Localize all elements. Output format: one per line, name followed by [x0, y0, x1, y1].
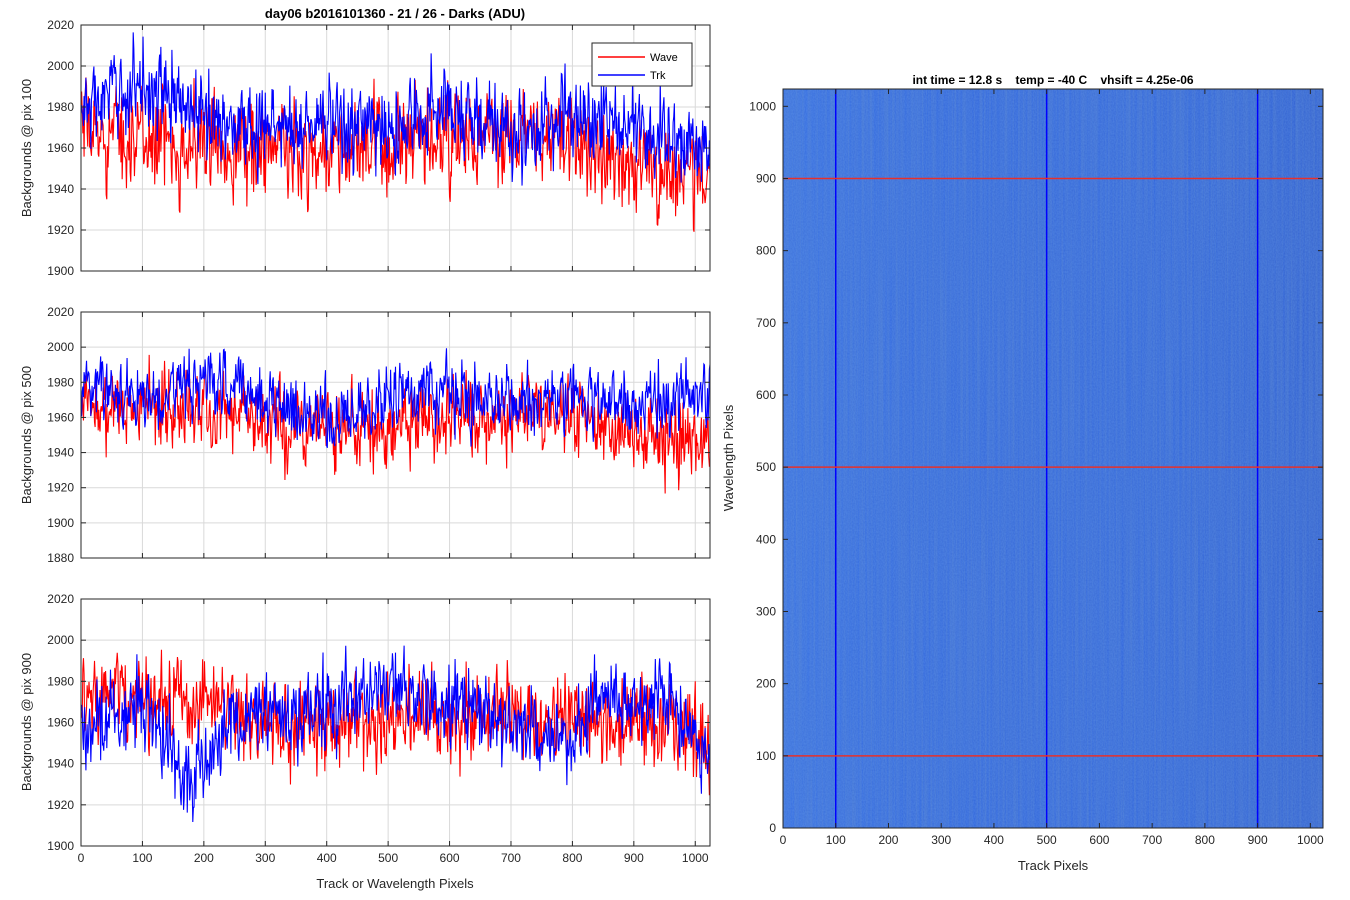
x-axis-label: Track Pixels	[1018, 858, 1089, 873]
y-axis-label: Backgrounds @ pix 100	[19, 79, 34, 217]
legend-label-wave: Wave	[650, 52, 678, 64]
y-tick-label: 2000	[47, 340, 74, 354]
y-tick-label: 1980	[47, 674, 74, 688]
axes-pix-500: 1880 1900 1920 1940 1960 1980 2000 2020 Backgro…	[19, 305, 711, 565]
series-line-trk	[81, 645, 710, 823]
y-tick-label: 600	[756, 388, 776, 402]
axes-frame	[782, 88, 1324, 829]
y-tick-label: 100	[756, 749, 776, 763]
y-tick-label: 0	[769, 821, 776, 835]
x-tick-label: 500	[1037, 833, 1057, 847]
x-tick-label: 300	[255, 851, 275, 865]
y-tick-label: 1980	[47, 100, 74, 114]
y-axis-label: Backgrounds @ pix 900	[19, 653, 34, 791]
x-tick-label: 500	[378, 851, 398, 865]
series-line-wave	[81, 354, 710, 494]
x-tick-label: 1000	[682, 851, 709, 865]
y-tick-label: 1880	[47, 551, 74, 565]
y-tick-label: 300	[756, 604, 776, 618]
x-tick-label: 800	[562, 851, 582, 865]
y-tick-label: 2020	[47, 305, 74, 319]
y-tick-label: 1920	[47, 481, 74, 495]
y-tick-label: 400	[756, 532, 776, 546]
figure-title: day06 b2016101360 - 21 / 26 - Darks (ADU…	[265, 6, 525, 21]
y-axis-label: Wavelength Pixels	[721, 404, 736, 511]
y-tick-label: 2020	[47, 592, 74, 606]
x-tick-label: 100	[132, 851, 152, 865]
y-tick-label: 1920	[47, 798, 74, 812]
axes-frame	[80, 311, 711, 559]
legend-box	[591, 42, 693, 87]
y-tick-label: 1960	[47, 410, 74, 424]
y-tick-label: 2000	[47, 59, 74, 73]
y-tick-label: 1940	[47, 446, 74, 460]
x-tick-label: 400	[984, 833, 1004, 847]
y-tick-label: 2020	[47, 18, 74, 32]
x-tick-label: 600	[440, 851, 460, 865]
x-tick-label: 600	[1089, 833, 1109, 847]
axes-pix-100: 1900 1920 1940 1960 1980 2000 2020 Backgrounds…	[19, 18, 711, 278]
y-tick-label: 1940	[47, 757, 74, 771]
y-tick-label: 1940	[47, 182, 74, 196]
x-tick-label: 700	[501, 851, 521, 865]
x-tick-label: 400	[317, 851, 337, 865]
x-tick-label: 700	[1142, 833, 1162, 847]
x-tick-label: 200	[194, 851, 214, 865]
x-tick-label: 900	[624, 851, 644, 865]
y-tick-label: 1980	[47, 375, 74, 389]
x-axis-label: Track or Wavelength Pixels	[316, 876, 474, 891]
x-tick-label: 300	[931, 833, 951, 847]
y-tick-label: 900	[756, 171, 776, 185]
y-tick-label: 1960	[47, 716, 74, 730]
y-tick-label: 700	[756, 316, 776, 330]
heatmap-fine-texture	[783, 89, 1323, 828]
y-tick-label: 1960	[47, 141, 74, 155]
x-tick-label: 0	[78, 851, 85, 865]
y-tick-label: 800	[756, 244, 776, 258]
legend: Wave Trk	[591, 42, 693, 87]
y-tick-label: 1900	[47, 839, 74, 853]
x-tick-label: 1000	[1297, 833, 1324, 847]
y-tick-label: 1900	[47, 516, 74, 530]
image-title: int time = 12.8 s temp = -40 C vhsift = …	[912, 73, 1193, 87]
axes-dark-image: int time = 12.8 s temp = -40 C vhsift = …	[721, 73, 1324, 873]
x-tick-label: 0	[780, 833, 787, 847]
series-line-trk	[81, 348, 710, 448]
y-tick-label: 200	[756, 677, 776, 691]
y-tick-label: 1920	[47, 223, 74, 237]
series-line-trk	[81, 32, 710, 186]
y-tick-label: 1000	[749, 99, 776, 113]
y-tick-label: 1900	[47, 264, 74, 278]
x-tick-label: 100	[826, 833, 846, 847]
x-tick-label: 200	[878, 833, 898, 847]
series-line-wave	[81, 649, 710, 796]
y-axis-label: Backgrounds @ pix 500	[19, 366, 34, 504]
x-tick-label: 800	[1195, 833, 1215, 847]
legend-label-trk: Trk	[650, 70, 666, 82]
x-tick-label: 900	[1248, 833, 1268, 847]
y-tick-label: 2000	[47, 633, 74, 647]
y-tick-label: 500	[756, 460, 776, 474]
axes-pix-900: 0 100 200 300 400 500 600 700 800 900 1000 1900 1920…	[19, 592, 711, 891]
